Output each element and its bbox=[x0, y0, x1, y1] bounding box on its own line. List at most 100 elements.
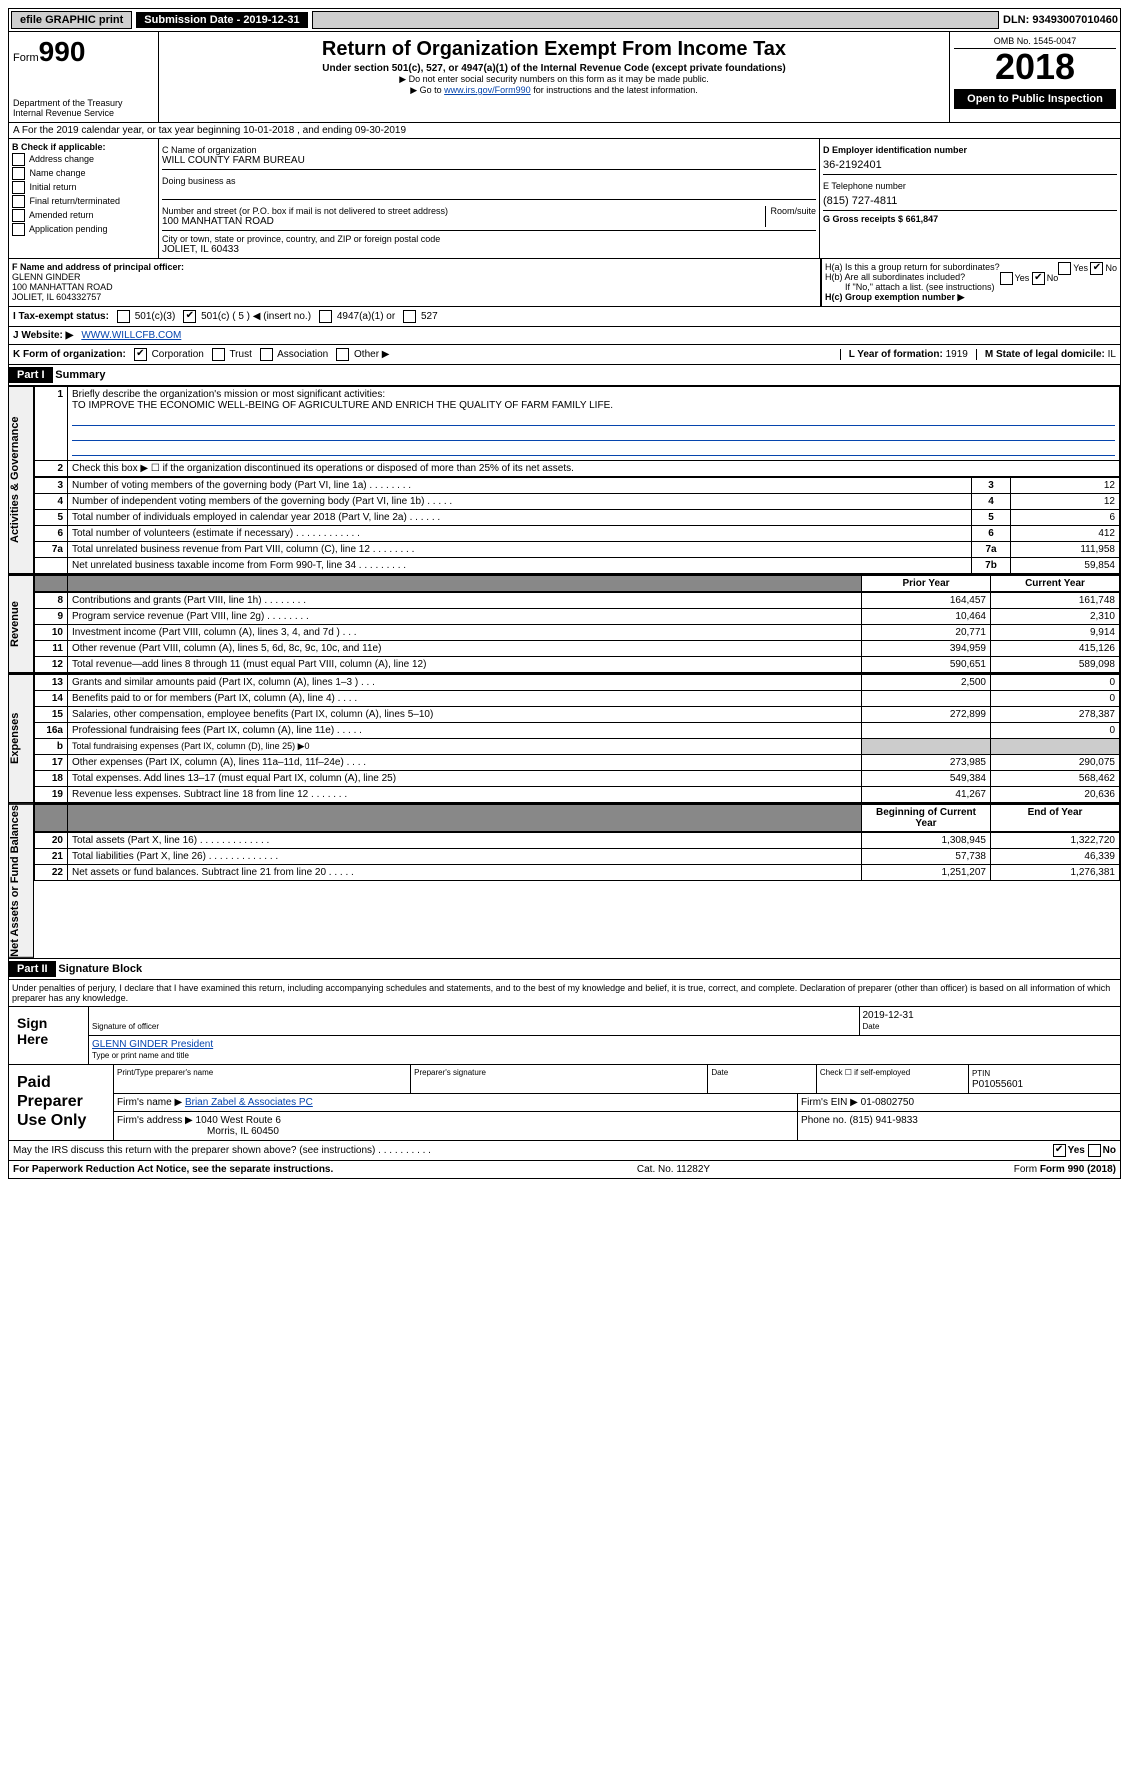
box-j: J Website: ▶ WWW.WILLCFB.COM bbox=[8, 327, 1121, 345]
box-b-opt[interactable]: Address change bbox=[12, 153, 155, 166]
box-d: D Employer identification number 36-2192… bbox=[820, 139, 1120, 258]
table-row: 8Contributions and grants (Part VIII, li… bbox=[35, 593, 1120, 609]
k-assoc[interactable] bbox=[260, 348, 273, 361]
irs-link[interactable]: www.irs.gov/Form990 bbox=[444, 85, 531, 95]
discuss-no[interactable] bbox=[1088, 1144, 1101, 1157]
table-row: 13Grants and similar amounts paid (Part … bbox=[35, 675, 1120, 691]
form-prefix: Form bbox=[13, 52, 39, 64]
f-label: F Name and address of principal officer: bbox=[12, 262, 184, 272]
table-row: 5Total number of individuals employed in… bbox=[35, 510, 1120, 526]
fg-row: F Name and address of principal officer:… bbox=[8, 259, 1121, 307]
paid-ptin: P01055601 bbox=[972, 1079, 1023, 1090]
firm-ein-label: Firm's EIN ▶ bbox=[801, 1097, 858, 1108]
box-b: B Check if applicable: Address change Na… bbox=[9, 139, 159, 258]
dept-label: Department of the Treasury Internal Reve… bbox=[13, 98, 154, 118]
hb-yes[interactable] bbox=[1000, 272, 1013, 285]
table-row: 10Investment income (Part VIII, column (… bbox=[35, 625, 1120, 641]
j-label: J Website: ▶ bbox=[13, 330, 73, 341]
phone-value: (815) 727-4811 bbox=[823, 195, 1117, 207]
table-row: 14Benefits paid to or for members (Part … bbox=[35, 691, 1120, 707]
part1-body: Activities & Governance 1 Briefly descri… bbox=[8, 386, 1121, 959]
discuss-row: May the IRS discuss this return with the… bbox=[8, 1141, 1121, 1161]
ha-yes[interactable] bbox=[1058, 262, 1071, 275]
side-governance: Activities & Governance bbox=[9, 386, 34, 574]
table-row: 18Total expenses. Add lines 13–17 (must … bbox=[35, 771, 1120, 787]
prior-header: Prior Year bbox=[862, 576, 991, 592]
firm-label: Firm's name ▶ bbox=[117, 1097, 182, 1108]
current-header: Current Year bbox=[991, 576, 1120, 592]
table-row: 15Salaries, other compensation, employee… bbox=[35, 707, 1120, 723]
i-527[interactable] bbox=[403, 310, 416, 323]
k-label: K Form of organization: bbox=[13, 349, 126, 360]
paperwork-notice: For Paperwork Reduction Act Notice, see … bbox=[13, 1164, 333, 1175]
form-title: Return of Organization Exempt From Incom… bbox=[163, 38, 945, 61]
box-b-opt[interactable]: Name change bbox=[12, 167, 155, 180]
i-501c[interactable] bbox=[183, 310, 196, 323]
perjury-text: Under penalties of perjury, I declare th… bbox=[8, 980, 1121, 1007]
k-corp[interactable] bbox=[134, 348, 147, 361]
paid-h3: Date bbox=[708, 1065, 817, 1093]
discuss-yes[interactable] bbox=[1053, 1144, 1066, 1157]
i-opt1: 501(c) ( 5 ) ◀ (insert no.) bbox=[201, 311, 311, 322]
form-label: Form bbox=[1014, 1164, 1040, 1175]
officer-addr: 100 MANHATTAN ROAD bbox=[12, 282, 113, 292]
k-other[interactable] bbox=[336, 348, 349, 361]
side-expenses: Expenses bbox=[9, 674, 34, 803]
m-label: M State of legal domicile: bbox=[985, 349, 1105, 360]
ha-label: H(a) Is this a group return for subordin… bbox=[825, 262, 1000, 272]
i-4947[interactable] bbox=[319, 310, 332, 323]
end-header: End of Year bbox=[991, 805, 1120, 832]
mission-text: TO IMPROVE THE ECONOMIC WELL-BEING OF AG… bbox=[72, 400, 613, 411]
i-opt3: 527 bbox=[421, 311, 438, 322]
sign-label: Sign Here bbox=[9, 1007, 89, 1064]
table-row: 4Number of independent voting members of… bbox=[35, 494, 1120, 510]
ein-value: 36-2192401 bbox=[823, 159, 1117, 171]
box-b-opt[interactable]: Application pending bbox=[12, 223, 155, 236]
efile-button[interactable]: efile GRAPHIC print bbox=[11, 11, 132, 29]
dln: DLN: 93493007010460 bbox=[1003, 14, 1118, 26]
sign-date: 2019-12-31 bbox=[863, 1010, 914, 1021]
side-revenue: Revenue bbox=[9, 575, 34, 673]
sign-block: Sign Here Signature of officer 2019-12-3… bbox=[8, 1007, 1121, 1065]
table-row: 20Total assets (Part X, line 16) . . . .… bbox=[35, 833, 1120, 849]
k-trust[interactable] bbox=[212, 348, 225, 361]
part2-header-row: Part II Signature Block bbox=[8, 959, 1121, 980]
box-f: F Name and address of principal officer:… bbox=[8, 259, 821, 307]
l-val: 1919 bbox=[946, 349, 968, 360]
spacer-bar bbox=[312, 11, 999, 29]
box-b-opt[interactable]: Amended return bbox=[12, 209, 155, 222]
k-opt1: Trust bbox=[229, 349, 251, 360]
box-b-opt[interactable]: Initial return bbox=[12, 181, 155, 194]
hb-label: H(b) Are all subordinates included? bbox=[825, 272, 965, 282]
firm-addr: 1040 West Route 6 bbox=[196, 1115, 281, 1126]
part2-badge: Part II bbox=[9, 961, 56, 977]
table-row: 19Revenue less expenses. Subtract line 1… bbox=[35, 787, 1120, 803]
note-link: ▶ Go to www.irs.gov/Form990 for instruct… bbox=[163, 85, 945, 96]
org-city: JOLIET, IL 60433 bbox=[162, 244, 816, 255]
gross-label: G Gross receipts $ bbox=[823, 214, 903, 224]
paid-block: Paid Preparer Use Only Print/Type prepar… bbox=[8, 1065, 1121, 1141]
firm-name[interactable]: Brian Zabel & Associates PC bbox=[185, 1097, 313, 1108]
firm-ein: 01-0802750 bbox=[861, 1097, 914, 1108]
website-link[interactable]: WWW.WILLCFB.COM bbox=[81, 330, 181, 341]
table-row: 12Total revenue—add lines 8 through 11 (… bbox=[35, 657, 1120, 673]
i-501c3[interactable] bbox=[117, 310, 130, 323]
sign-name-label: Type or print name and title bbox=[92, 1051, 189, 1060]
ein-label: D Employer identification number bbox=[823, 145, 967, 155]
header-grid: B Check if applicable: Address change Na… bbox=[8, 139, 1121, 259]
firm-phone-label: Phone no. bbox=[801, 1115, 847, 1126]
addr-label: Number and street (or P.O. box if mail i… bbox=[162, 206, 765, 216]
hb-no[interactable] bbox=[1032, 272, 1045, 285]
tax-year: 2018 bbox=[954, 49, 1116, 85]
table-row: Net unrelated business taxable income fr… bbox=[35, 558, 1120, 574]
cat-no: Cat. No. 11282Y bbox=[637, 1164, 710, 1175]
paid-label: Paid Preparer Use Only bbox=[9, 1065, 114, 1140]
box-b-opt[interactable]: Final return/terminated bbox=[12, 195, 155, 208]
k-opt3: Other ▶ bbox=[354, 349, 389, 360]
m-val: IL bbox=[1108, 349, 1116, 360]
gross-value: 661,847 bbox=[906, 214, 939, 224]
i-opt0: 501(c)(3) bbox=[135, 311, 176, 322]
ha-no[interactable] bbox=[1090, 262, 1103, 275]
hb-note: If "No," attach a list. (see instruction… bbox=[825, 282, 1117, 292]
table-row: bTotal fundraising expenses (Part IX, co… bbox=[35, 739, 1120, 755]
